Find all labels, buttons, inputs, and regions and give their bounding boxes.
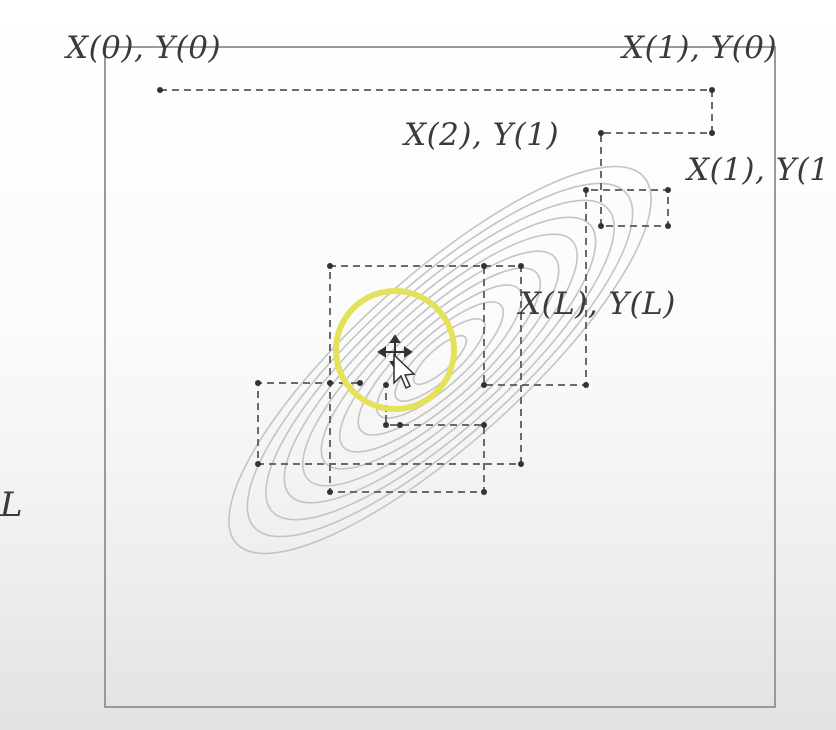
sample-point (598, 223, 604, 229)
label-x2-y1: X(2), Y(1) (404, 117, 560, 153)
contour-ellipse (283, 216, 597, 504)
sample-point (255, 461, 261, 467)
sample-point (709, 130, 715, 136)
sample-point (255, 380, 261, 386)
sample-point (709, 87, 715, 93)
label-xl-yl: X(L), Y(L) (519, 286, 676, 322)
contour-ellipse (412, 334, 468, 386)
contour-ellipse (302, 233, 578, 487)
sample-point (327, 263, 333, 269)
sample-point (357, 380, 363, 386)
contour-ellipse (246, 182, 634, 538)
sample-point (481, 422, 487, 428)
gaussian-contours (228, 165, 652, 555)
contour-ellipse (338, 267, 542, 453)
sample-point (481, 263, 487, 269)
sample-point (583, 382, 589, 388)
sample-point (481, 489, 487, 495)
contour-ellipse (228, 165, 652, 555)
move-cursor-icon (377, 334, 416, 390)
sample-point (327, 380, 333, 386)
sampling-step-path (257, 265, 522, 465)
label-l: L (0, 485, 24, 525)
sample-point (583, 187, 589, 193)
label-x1-y0: X(1), Y(0) (622, 30, 778, 66)
sample-point (598, 130, 604, 136)
sample-point (327, 489, 333, 495)
plot-frame (104, 46, 776, 708)
label-x0-y0: X(0), Y(0) (66, 30, 222, 66)
contour-ellipse (375, 301, 505, 419)
contour-ellipse (320, 250, 560, 470)
sample-point (665, 187, 671, 193)
sample-point (157, 87, 163, 93)
sample-point (665, 223, 671, 229)
highlight-ring (333, 288, 457, 412)
contour-ellipse (357, 284, 523, 436)
sample-point (383, 382, 389, 388)
contour-ellipse (265, 199, 615, 521)
sample-point (383, 422, 389, 428)
sample-point (518, 263, 524, 269)
sample-point (481, 382, 487, 388)
sample-point (397, 422, 403, 428)
label-x1-y1: X(1), Y(1 (687, 152, 830, 188)
contour-ellipse (394, 318, 486, 402)
sample-point (518, 461, 524, 467)
sample-points (157, 87, 715, 495)
